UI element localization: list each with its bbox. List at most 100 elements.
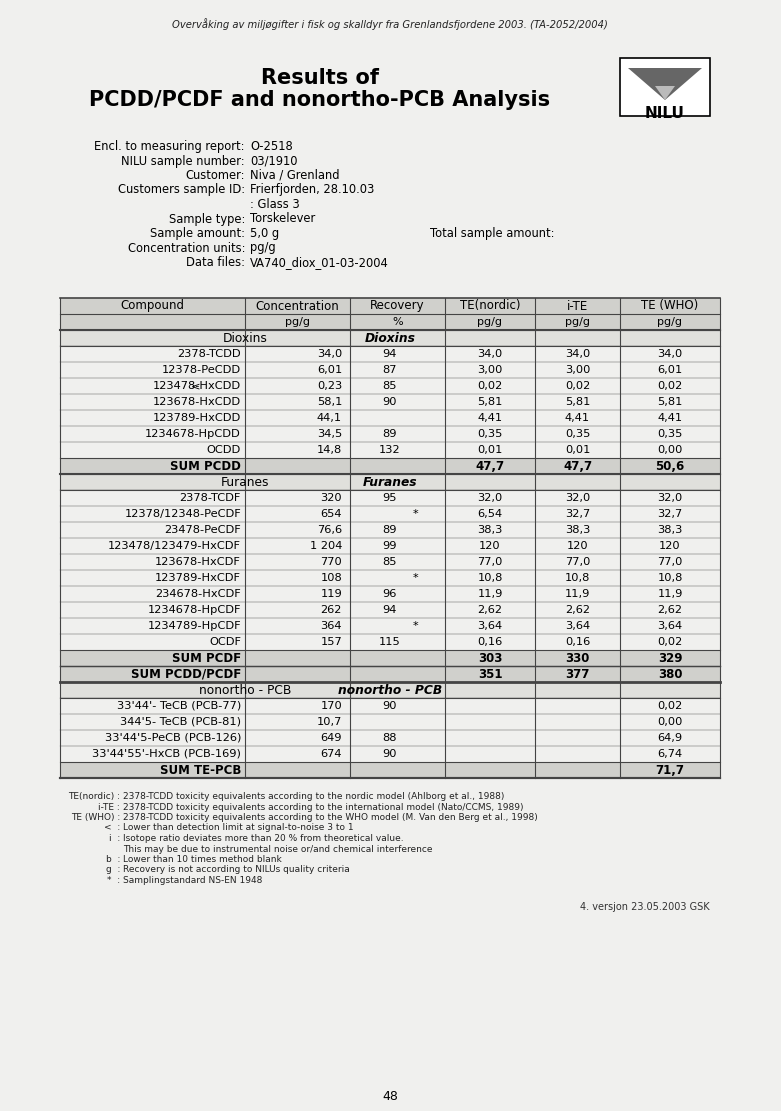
Text: 649: 649 <box>320 733 342 743</box>
Text: 674: 674 <box>320 749 342 759</box>
Text: 32,7: 32,7 <box>565 509 590 519</box>
Text: 32,0: 32,0 <box>565 493 590 503</box>
Text: 89: 89 <box>382 429 397 439</box>
Text: 123678-HxCDF: 123678-HxCDF <box>155 557 241 567</box>
Polygon shape <box>628 68 702 100</box>
Text: 329: 329 <box>658 651 683 664</box>
Text: 48: 48 <box>382 1090 398 1103</box>
Text: 5,81: 5,81 <box>565 397 590 407</box>
Text: 0,16: 0,16 <box>477 637 503 647</box>
Text: 377: 377 <box>565 668 590 681</box>
Text: Overvåking av miljøgifter i fisk og skalldyr fra Grenlandsfjordene 2003. (TA-205: Overvåking av miljøgifter i fisk og skal… <box>172 18 608 30</box>
Text: 654: 654 <box>320 509 342 519</box>
Text: Isotope ratio deviates more than 20 % from theoretical value.: Isotope ratio deviates more than 20 % fr… <box>123 834 404 843</box>
Text: 94: 94 <box>383 605 397 615</box>
Text: 119: 119 <box>320 589 342 599</box>
Text: pg/g: pg/g <box>285 317 310 327</box>
Text: 3,64: 3,64 <box>565 621 590 631</box>
Text: b  :: b : <box>105 855 120 864</box>
Text: Total sample amount:: Total sample amount: <box>430 227 555 240</box>
Text: O-2518: O-2518 <box>250 140 293 153</box>
Text: 2,62: 2,62 <box>477 605 502 615</box>
Text: i-TE: i-TE <box>567 300 588 312</box>
Text: Recovery is not according to NILUs quality criteria: Recovery is not according to NILUs quali… <box>123 865 350 874</box>
Text: 1234678-HpCDD: 1234678-HpCDD <box>145 429 241 439</box>
Text: 380: 380 <box>658 668 683 681</box>
Text: 11,9: 11,9 <box>477 589 503 599</box>
Polygon shape <box>655 86 675 100</box>
Text: 90: 90 <box>382 701 397 711</box>
Text: SUM TE-PCB: SUM TE-PCB <box>159 763 241 777</box>
Text: 0,02: 0,02 <box>658 637 683 647</box>
Text: 5,81: 5,81 <box>658 397 683 407</box>
Text: 1 204: 1 204 <box>309 541 342 551</box>
Text: 44,1: 44,1 <box>317 413 342 423</box>
Text: 0,02: 0,02 <box>477 381 503 391</box>
Text: 47,7: 47,7 <box>476 460 505 472</box>
Text: TE (WHO): TE (WHO) <box>641 300 699 312</box>
Text: 3,64: 3,64 <box>658 621 683 631</box>
Text: 123478-HxCDD: 123478-HxCDD <box>153 381 241 391</box>
Text: 1234789-HpCDF: 1234789-HpCDF <box>148 621 241 631</box>
Text: *: * <box>412 621 419 631</box>
Text: 95: 95 <box>382 493 397 503</box>
Text: 364: 364 <box>320 621 342 631</box>
Text: 123478/123479-HxCDF: 123478/123479-HxCDF <box>108 541 241 551</box>
Text: SUM PCDD: SUM PCDD <box>170 460 241 472</box>
Text: Furanes: Furanes <box>362 476 417 489</box>
Text: 0,01: 0,01 <box>565 446 590 456</box>
Text: 77,0: 77,0 <box>565 557 590 567</box>
Text: 0,02: 0,02 <box>658 701 683 711</box>
Text: 157: 157 <box>320 637 342 647</box>
Text: TE(nordic): TE(nordic) <box>460 300 520 312</box>
Text: 5,81: 5,81 <box>477 397 503 407</box>
Text: Results of: Results of <box>261 68 379 88</box>
Text: 99: 99 <box>382 541 397 551</box>
Text: 2378-TCDF: 2378-TCDF <box>180 493 241 503</box>
Text: Customers sample ID:: Customers sample ID: <box>118 183 245 197</box>
Text: Niva / Grenland: Niva / Grenland <box>250 169 340 182</box>
Text: 12378-PeCDD: 12378-PeCDD <box>162 366 241 376</box>
Text: 12378/12348-PeCDF: 12378/12348-PeCDF <box>124 509 241 519</box>
Text: This may be due to instrumental noise or/and chemical interference: This may be due to instrumental noise or… <box>123 844 433 853</box>
Bar <box>60 298 720 314</box>
Text: 34,5: 34,5 <box>317 429 342 439</box>
Text: g  :: g : <box>105 865 120 874</box>
Text: 120: 120 <box>659 541 681 551</box>
Text: 0,00: 0,00 <box>658 717 683 727</box>
Text: *  :: * : <box>107 875 120 885</box>
Text: pg/g: pg/g <box>658 317 683 327</box>
Text: 77,0: 77,0 <box>477 557 503 567</box>
Text: <  :: < : <box>104 823 120 832</box>
Text: 344'5- TeCB (PCB-81): 344'5- TeCB (PCB-81) <box>120 717 241 727</box>
Text: nonortho - PCB: nonortho - PCB <box>338 683 442 697</box>
Text: Compound: Compound <box>120 300 184 312</box>
Text: Furanes: Furanes <box>221 476 269 489</box>
Text: 50,6: 50,6 <box>655 460 685 472</box>
Text: 262: 262 <box>321 605 342 615</box>
Text: i-TE :: i-TE : <box>98 802 120 811</box>
Text: : Glass 3: : Glass 3 <box>250 198 300 211</box>
Text: pg/g: pg/g <box>250 241 276 254</box>
Text: 2378-TCDD toxicity equivalents according to the nordic model (Ahlborg et al., 19: 2378-TCDD toxicity equivalents according… <box>123 792 505 801</box>
Text: Encl. to measuring report:: Encl. to measuring report: <box>95 140 245 153</box>
Text: i  :: i : <box>109 834 120 843</box>
Text: 64,9: 64,9 <box>658 733 683 743</box>
Text: 0,23: 0,23 <box>317 381 342 391</box>
Text: Sample type:: Sample type: <box>169 212 245 226</box>
Text: Lower than detection limit at signal-to-noise 3 to 1: Lower than detection limit at signal-to-… <box>123 823 354 832</box>
Text: 94: 94 <box>383 349 397 359</box>
Text: 33'44'55'-HxCB (PCB-169): 33'44'55'-HxCB (PCB-169) <box>92 749 241 759</box>
Text: 58,1: 58,1 <box>316 397 342 407</box>
Text: 170: 170 <box>320 701 342 711</box>
Bar <box>60 682 720 698</box>
Text: 2378-TCDD: 2378-TCDD <box>177 349 241 359</box>
Text: 320: 320 <box>320 493 342 503</box>
Text: Samplingstandard NS-EN 1948: Samplingstandard NS-EN 1948 <box>123 875 262 885</box>
Text: 1234678-HpCDF: 1234678-HpCDF <box>148 605 241 615</box>
Text: 120: 120 <box>567 541 588 551</box>
Text: 6,54: 6,54 <box>477 509 502 519</box>
Text: 11,9: 11,9 <box>658 589 683 599</box>
Text: 14,8: 14,8 <box>317 446 342 456</box>
Text: nonortho - PCB: nonortho - PCB <box>199 683 291 697</box>
